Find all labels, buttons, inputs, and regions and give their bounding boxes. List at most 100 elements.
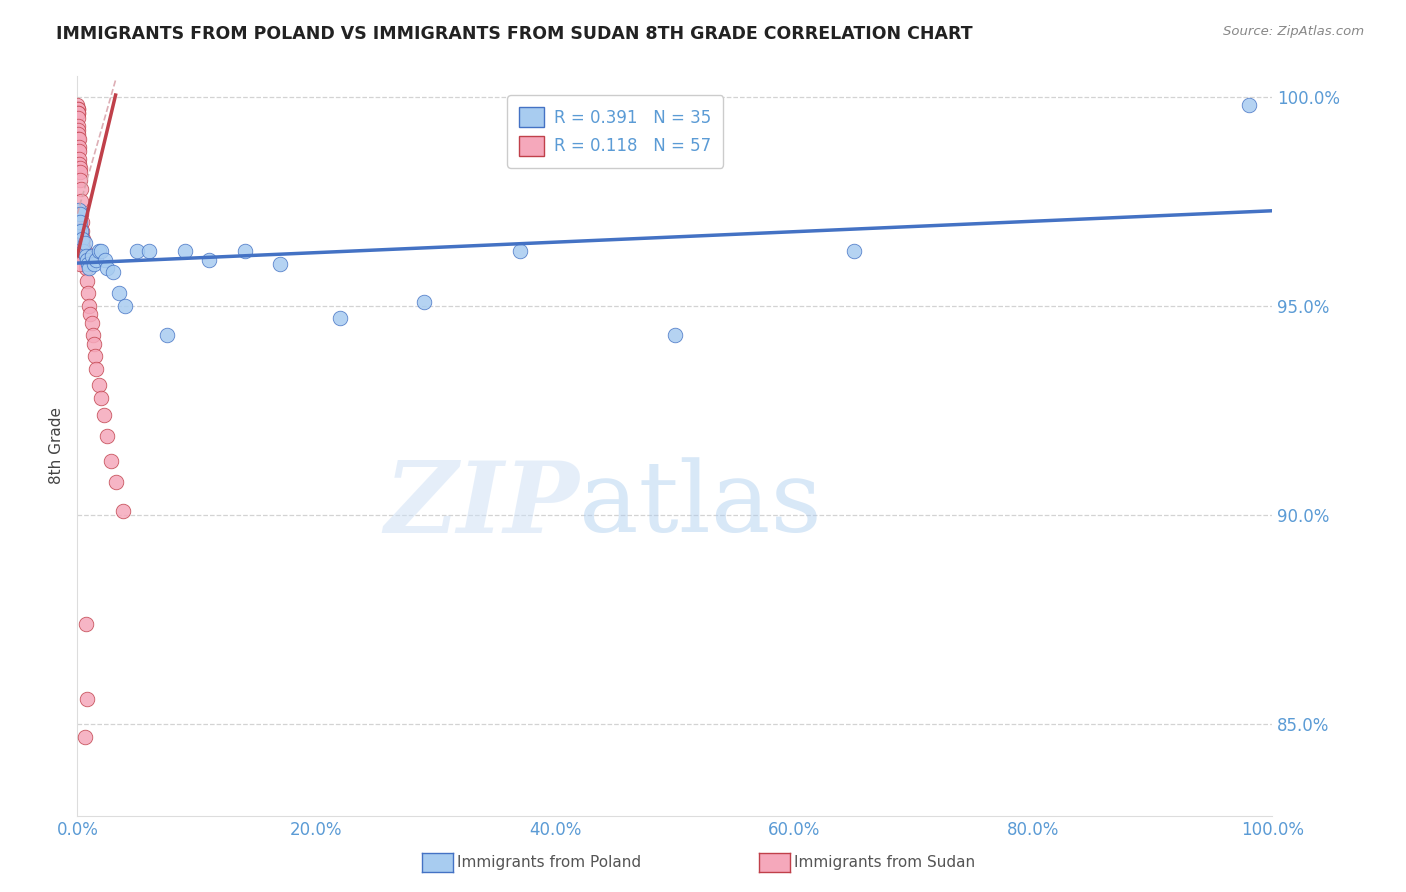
Point — [76, 274, 98, 288]
Point — [329, 311, 352, 326]
Point — [94, 252, 117, 267]
Point — [70, 236, 93, 251]
Point — [75, 261, 97, 276]
Point — [70, 194, 93, 209]
Point — [72, 240, 94, 254]
Point — [67, 128, 90, 142]
Point — [100, 453, 122, 467]
Point — [156, 328, 179, 343]
Point — [72, 232, 94, 246]
Point — [67, 156, 90, 170]
Point — [73, 252, 96, 267]
Point — [66, 103, 89, 117]
Point — [111, 504, 134, 518]
Point — [69, 257, 91, 271]
Point — [67, 131, 90, 145]
Point — [67, 140, 90, 154]
Point — [90, 244, 112, 259]
Point — [90, 391, 112, 405]
Point — [67, 224, 90, 238]
Point — [66, 119, 89, 133]
Point — [108, 286, 131, 301]
Point — [509, 244, 531, 259]
Point — [76, 252, 98, 267]
Point — [73, 244, 96, 259]
Point — [67, 240, 90, 254]
Point — [96, 261, 118, 276]
Point — [86, 252, 108, 267]
Point — [66, 103, 89, 117]
Text: Source: ZipAtlas.com: Source: ZipAtlas.com — [1223, 25, 1364, 38]
Point — [84, 349, 107, 363]
Point — [70, 207, 93, 221]
Point — [138, 244, 160, 259]
Point — [79, 307, 101, 321]
Point — [127, 244, 149, 259]
Point — [1237, 98, 1260, 112]
Point — [80, 249, 103, 263]
Point — [664, 328, 686, 343]
Point — [87, 244, 110, 259]
Point — [82, 328, 104, 343]
Point — [72, 244, 94, 259]
Point — [70, 215, 93, 229]
Point — [69, 165, 91, 179]
Point — [79, 299, 101, 313]
Point — [67, 153, 90, 167]
Point — [70, 224, 93, 238]
Point — [270, 257, 292, 271]
Point — [70, 232, 93, 246]
Point — [93, 408, 115, 422]
Point — [174, 244, 197, 259]
Point — [67, 224, 90, 238]
Point — [67, 202, 90, 217]
Text: atlas: atlas — [579, 458, 823, 553]
Point — [69, 215, 91, 229]
Point — [197, 252, 219, 267]
Point — [69, 244, 91, 259]
Point — [75, 616, 97, 631]
Point — [77, 257, 100, 271]
Point — [87, 378, 110, 392]
Point — [83, 336, 105, 351]
Point — [413, 294, 436, 309]
Point — [70, 182, 93, 196]
Text: IMMIGRANTS FROM POLAND VS IMMIGRANTS FROM SUDAN 8TH GRADE CORRELATION CHART: IMMIGRANTS FROM POLAND VS IMMIGRANTS FRO… — [56, 25, 973, 43]
Point — [70, 244, 93, 259]
Point — [72, 249, 94, 263]
Legend: R = 0.391   N = 35, R = 0.118   N = 57: R = 0.391 N = 35, R = 0.118 N = 57 — [508, 95, 723, 168]
Point — [114, 299, 136, 313]
Point — [75, 249, 97, 263]
Point — [844, 244, 866, 259]
Point — [66, 106, 89, 120]
Point — [66, 106, 89, 120]
Point — [69, 161, 91, 175]
Text: Immigrants from Sudan: Immigrants from Sudan — [794, 855, 976, 870]
Point — [69, 173, 91, 187]
Text: Immigrants from Poland: Immigrants from Poland — [457, 855, 641, 870]
Point — [77, 286, 100, 301]
Point — [70, 232, 93, 246]
Point — [69, 207, 91, 221]
Point — [104, 475, 127, 489]
Point — [70, 224, 93, 238]
Point — [83, 257, 105, 271]
Text: ZIP: ZIP — [384, 457, 579, 553]
Point — [73, 730, 96, 744]
Point — [70, 244, 93, 259]
Point — [96, 428, 118, 442]
Point — [79, 261, 101, 276]
Point — [66, 98, 89, 112]
Point — [67, 144, 90, 158]
Point — [80, 316, 103, 330]
Point — [76, 692, 98, 706]
Point — [103, 265, 124, 279]
Point — [67, 123, 90, 137]
Y-axis label: 8th Grade: 8th Grade — [49, 408, 65, 484]
Point — [69, 232, 91, 246]
Point — [66, 111, 89, 125]
Point — [233, 244, 256, 259]
Point — [73, 236, 96, 251]
Point — [86, 361, 108, 376]
Point — [67, 131, 90, 145]
